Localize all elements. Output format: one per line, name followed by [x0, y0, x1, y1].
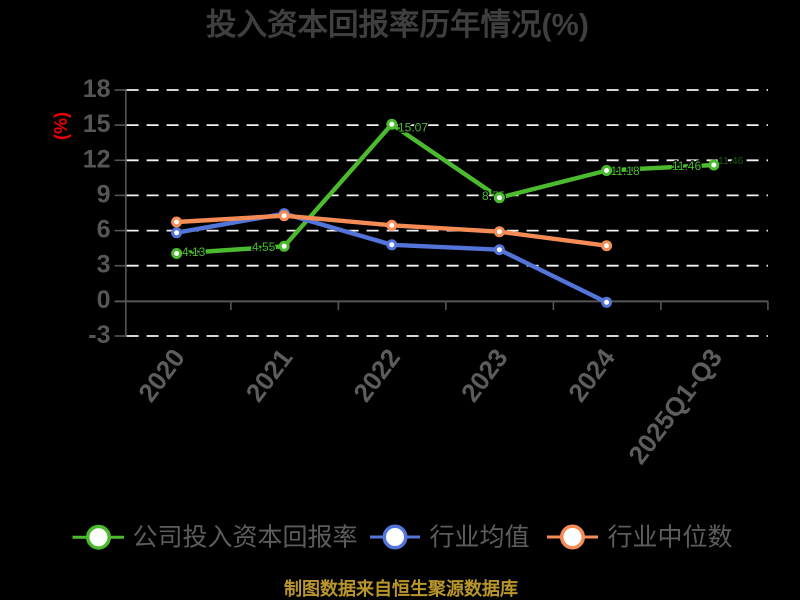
svg-text:制图数据来自恒生聚源数据库: 制图数据来自恒生聚源数据库: [284, 578, 518, 599]
svg-text:(%): (%): [51, 112, 71, 140]
svg-text:11.46: 11.46: [672, 159, 701, 173]
svg-text:11.46: 11.46: [718, 155, 744, 167]
svg-text:行业均值: 行业均值: [430, 524, 530, 552]
svg-text:18: 18: [83, 75, 111, 103]
svg-text:4.55: 4.55: [252, 240, 276, 254]
svg-text:0: 0: [97, 286, 111, 314]
svg-text:12: 12: [83, 145, 111, 173]
svg-text:15.07: 15.07: [398, 121, 428, 135]
svg-text:15: 15: [83, 110, 111, 138]
svg-text:9: 9: [97, 180, 111, 208]
svg-text:行业中位数: 行业中位数: [608, 524, 733, 552]
svg-text:11.18: 11.18: [611, 164, 640, 178]
svg-text:投入资本回报率历年情况(%): 投入资本回报率历年情况(%): [206, 8, 589, 42]
svg-text:-3: -3: [88, 321, 110, 349]
svg-text:3: 3: [97, 251, 111, 279]
svg-text:6: 6: [97, 216, 111, 244]
svg-text:4.13: 4.13: [182, 245, 206, 259]
svg-text:公司投入资本回报率: 公司投入资本回报率: [133, 524, 358, 552]
